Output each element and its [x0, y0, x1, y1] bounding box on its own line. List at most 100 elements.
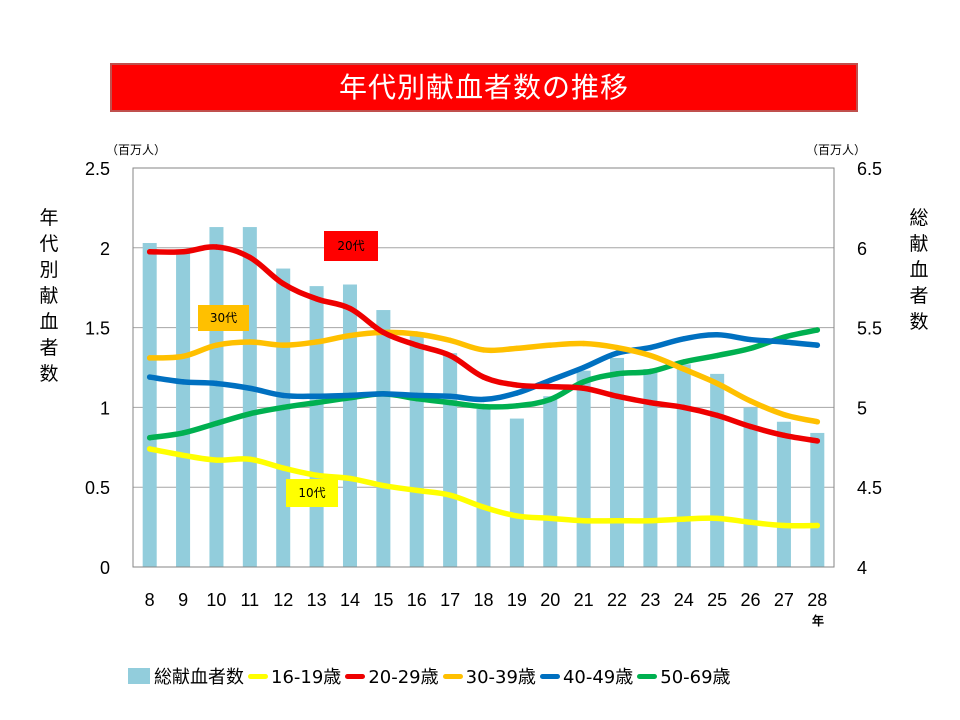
left-tick-label: 0.5: [85, 478, 110, 498]
right-tick-label: 5: [857, 398, 867, 418]
point-20-29歳-17: [447, 352, 453, 359]
legend-line-swatch-icon: [442, 673, 463, 679]
x-tick-label: 16: [407, 590, 427, 610]
point-50-69歳-20: [547, 396, 553, 403]
legend-label: 16-19歳: [271, 667, 342, 688]
legend-line-swatch-icon: [637, 673, 658, 679]
point-16-19歳-24: [681, 516, 687, 522]
left-tick-label: 1.5: [85, 319, 110, 339]
point-16-19歳-26: [747, 519, 754, 526]
point-30-39歳-28: [814, 419, 821, 425]
point-20-29歳-15: [380, 329, 387, 336]
point-20-29歳-9: [180, 249, 186, 255]
x-tick-label: 17: [440, 590, 460, 610]
point-16-19歳-19: [514, 513, 520, 519]
point-50-69歳-23: [647, 368, 654, 375]
series-tag-30s: 30代: [198, 305, 249, 331]
point-50-69歳-9: [180, 430, 186, 436]
legend-bar-swatch-icon: [128, 668, 150, 684]
point-20-29歳-18: [480, 374, 487, 380]
point-20-29歳-16: [414, 342, 420, 348]
x-tick-label: 22: [607, 590, 627, 610]
point-30-39歳-26: [747, 398, 754, 404]
right-y-ticks: 4 4.5 5 5.5 6 6.5: [857, 159, 882, 578]
point-50-69歳-8: [146, 435, 153, 441]
plot-frame: [132, 167, 835, 568]
x-tick-label: 23: [640, 590, 660, 610]
x-tick-label: 12: [273, 590, 293, 610]
point-20-29歳-26: [747, 423, 754, 430]
x-tick-label: 21: [574, 590, 594, 610]
point-16-19歳-28: [814, 522, 821, 529]
legend-item: 20-29歳: [345, 663, 439, 689]
left-tick-label: 1: [100, 398, 110, 418]
x-axis-unit: 年: [812, 614, 825, 628]
point-16-19歳-9: [180, 452, 186, 458]
bar-total-20: [543, 396, 558, 567]
bar-total-27: [776, 421, 791, 567]
point-40-49歳-18: [480, 396, 487, 403]
point-16-19歳-21: [580, 518, 587, 524]
x-tick-label: 27: [774, 590, 794, 610]
point-40-49歳-8: [146, 374, 153, 380]
point-16-19歳-11: [247, 456, 253, 462]
bar-total-8: [142, 243, 157, 567]
point-40-49歳-27: [781, 339, 787, 345]
point-50-69歳-24: [681, 359, 687, 365]
bar-total-14: [342, 284, 357, 567]
point-30-39歳-9: [180, 353, 186, 360]
right-tick-label: 6: [857, 239, 867, 259]
x-tick-label: 25: [707, 590, 727, 610]
right-axis-unit: （百万人）: [806, 143, 867, 157]
point-16-19歳-10: [213, 457, 220, 463]
x-tick-label: 8: [145, 590, 155, 610]
point-20-29歳-21: [580, 385, 587, 391]
legend-item: 50-69歳: [637, 663, 731, 689]
legend-item: 16-19歳: [248, 663, 341, 689]
point-50-69歳-11: [247, 411, 253, 417]
point-20-29歳-13: [313, 296, 320, 302]
point-20-29歳-12: [280, 281, 286, 287]
point-40-49歳-26: [747, 336, 754, 343]
point-50-69歳-22: [614, 371, 620, 377]
point-50-69歳-26: [747, 345, 754, 352]
point-20-29歳-8: [146, 249, 153, 255]
point-20-29歳-10: [213, 244, 220, 250]
point-20-29歳-28: [814, 438, 821, 444]
point-40-49歳-13: [313, 393, 320, 399]
point-50-69歳-21: [580, 379, 587, 385]
point-50-69歳-25: [714, 352, 720, 359]
point-20-29歳-11: [247, 254, 253, 261]
chart-title: 年代別献血者数の推移: [338, 71, 629, 104]
x-ticks: 8 9 10 11 12 13 14 15 16 17 18 19 20 21 22 23 24 25 26 27 28: [145, 590, 828, 610]
point-20-29歳-19: [514, 382, 520, 388]
point-30-39歳-10: [213, 342, 220, 348]
bar-total-18: [476, 408, 491, 567]
bar-total-23: [643, 369, 658, 567]
point-30-39歳-21: [580, 340, 587, 347]
point-16-19歳-20: [547, 515, 553, 522]
point-40-49歳-25: [714, 332, 720, 338]
bar-total-11: [242, 227, 257, 567]
x-tick-label: 24: [674, 590, 694, 610]
right-tick-label: 5.5: [857, 319, 882, 339]
point-16-19歳-13: [313, 472, 320, 478]
point-40-49歳-24: [681, 336, 687, 342]
point-30-39歳-16: [414, 331, 420, 337]
chart-legend: 総献血者数 16-19歳 20-29歳 30-39歳 40-49歳 50-69歳: [128, 662, 735, 690]
point-20-29歳-24: [681, 404, 687, 411]
point-30-39歳-24: [681, 366, 687, 372]
bar-total-21: [576, 370, 591, 567]
bar-total-19: [509, 418, 524, 567]
point-40-49歳-23: [647, 344, 654, 351]
right-tick-label: 4.5: [857, 478, 882, 498]
point-16-19歳-15: [380, 482, 387, 489]
point-20-29歳-27: [781, 432, 787, 439]
point-20-29歳-20: [547, 383, 553, 390]
bar-total-15: [376, 310, 391, 567]
point-30-39歳-18: [480, 347, 487, 353]
point-40-49歳-20: [547, 377, 553, 383]
legend-label: 総献血者数: [154, 667, 244, 688]
point-50-69歳-18: [480, 403, 487, 410]
legend-line-swatch-icon: [345, 673, 366, 679]
